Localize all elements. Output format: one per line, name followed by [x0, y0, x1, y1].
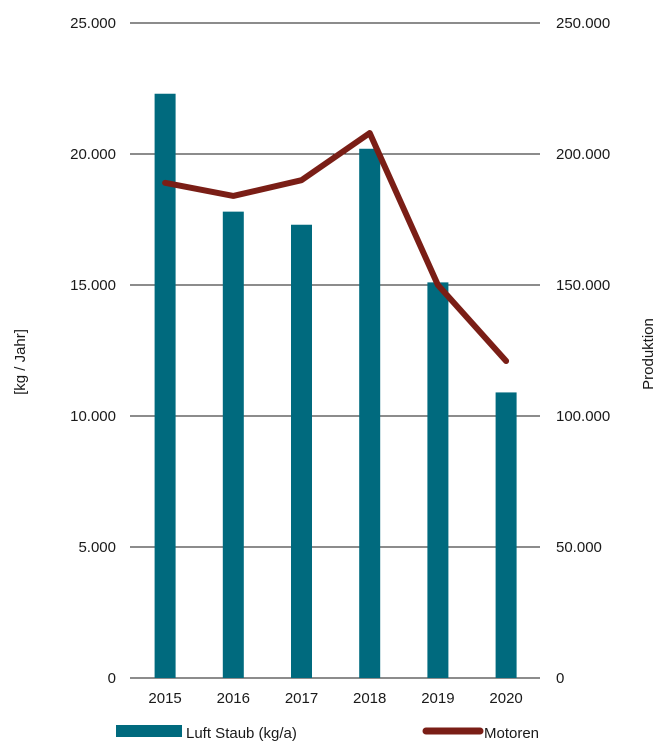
left-tick-label: 5.000 — [78, 539, 116, 556]
right-axis-ticks: 0 50.000 100.000 150.000 200.000 250.000 — [556, 15, 610, 687]
x-tick-label: 2019 — [421, 690, 454, 707]
right-tick-label: 50.000 — [556, 539, 602, 556]
line-point-2017 — [301, 179, 302, 181]
bar-2016 — [222, 211, 244, 678]
right-tick-label: 0 — [556, 670, 564, 687]
x-tick-label: 2017 — [285, 690, 318, 707]
x-tick-label: 2015 — [148, 690, 181, 707]
legend-swatch-bar — [116, 725, 182, 737]
legend: Luft Staub (kg/a) Motoren — [116, 725, 539, 742]
bar-series — [154, 93, 517, 679]
left-tick-label: 20.000 — [70, 146, 116, 163]
legend-label-bar: Luft Staub (kg/a) — [186, 725, 297, 742]
right-tick-label: 250.000 — [556, 15, 610, 32]
line-point-2016 — [232, 195, 234, 197]
line-series — [162, 130, 510, 364]
x-tick-label: 2018 — [353, 690, 386, 707]
left-axis-ticks: 0 5.000 10.000 15.000 20.000 25.000 — [70, 15, 116, 687]
bar-2015 — [154, 93, 176, 679]
left-tick-label: 15.000 — [70, 277, 116, 294]
legend-label-line: Motoren — [484, 725, 539, 742]
x-tick-label: 2020 — [489, 690, 522, 707]
gridlines — [130, 22, 540, 679]
bar-2017 — [291, 224, 312, 679]
line-point-2019 — [437, 284, 439, 286]
left-tick-label: 10.000 — [70, 408, 116, 425]
line-motoren — [162, 130, 510, 364]
x-axis-ticks: 2015 2016 2017 2018 2019 2020 — [148, 690, 522, 707]
line-point-2020 — [505, 360, 507, 362]
bar-2020 — [495, 392, 517, 678]
right-axis-title: Produktion — [640, 318, 657, 390]
right-tick-label: 200.000 — [556, 146, 610, 163]
x-tick-label: 2016 — [217, 690, 250, 707]
bar-2018 — [359, 148, 381, 678]
line-point-2018 — [369, 132, 371, 134]
right-tick-label: 150.000 — [556, 277, 610, 294]
left-tick-label: 25.000 — [70, 15, 116, 32]
left-tick-label: 0 — [108, 670, 116, 687]
right-tick-label: 100.000 — [556, 408, 610, 425]
bar-2019 — [427, 282, 449, 678]
line-point-2015 — [164, 182, 166, 184]
left-axis-title: [kg / Jahr] — [12, 329, 29, 395]
